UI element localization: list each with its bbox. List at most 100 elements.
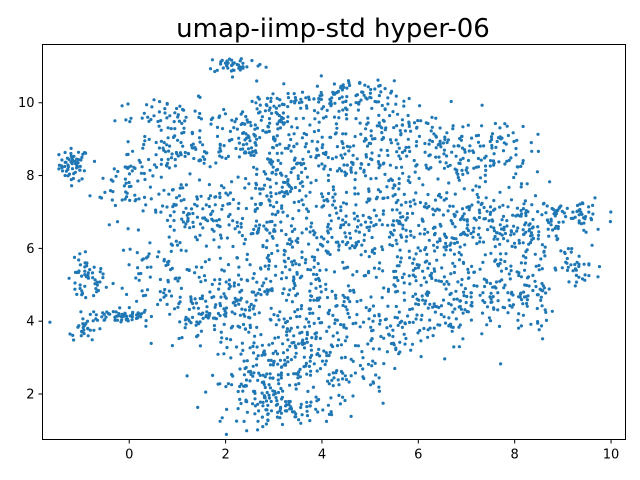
data-point — [461, 337, 465, 341]
data-point — [554, 211, 559, 216]
data-point — [537, 230, 541, 234]
data-point — [523, 261, 528, 265]
data-point — [276, 378, 280, 382]
data-point — [284, 174, 288, 178]
data-point — [167, 289, 171, 293]
data-point — [84, 321, 88, 325]
data-point — [374, 176, 378, 180]
data-point — [434, 155, 438, 159]
data-point — [252, 153, 256, 158]
data-point — [184, 322, 188, 326]
data-point — [79, 310, 83, 314]
data-point — [262, 224, 266, 228]
data-point — [339, 343, 343, 347]
data-point — [394, 238, 398, 242]
data-point — [311, 385, 315, 389]
data-point — [199, 329, 203, 333]
data-point — [251, 344, 255, 348]
data-point — [282, 287, 286, 291]
data-point — [348, 289, 352, 293]
data-point — [248, 379, 252, 383]
data-point — [386, 102, 390, 106]
data-point — [303, 261, 307, 265]
data-point — [65, 156, 69, 160]
data-point — [286, 360, 290, 364]
data-point — [509, 264, 513, 268]
data-point — [311, 311, 315, 315]
data-point — [115, 314, 119, 318]
data-point — [275, 151, 279, 155]
data-point — [123, 177, 127, 181]
data-point — [144, 256, 148, 260]
data-point — [177, 276, 181, 280]
data-point — [396, 112, 400, 116]
data-point — [357, 230, 361, 234]
data-point — [427, 167, 431, 171]
data-point — [335, 169, 339, 173]
data-point — [234, 146, 238, 151]
data-point — [283, 180, 287, 185]
data-point — [453, 192, 457, 196]
data-point — [517, 271, 521, 275]
data-point — [173, 164, 177, 168]
data-point — [293, 96, 297, 100]
data-point — [503, 283, 507, 287]
data-point — [305, 372, 309, 376]
data-point — [69, 146, 73, 150]
data-point — [406, 137, 410, 141]
data-point — [519, 324, 524, 328]
data-point — [189, 295, 193, 299]
data-point — [341, 201, 346, 205]
data-point — [439, 312, 443, 317]
data-point — [288, 344, 292, 348]
data-point — [98, 327, 102, 331]
data-point — [306, 267, 310, 272]
data-point — [175, 106, 179, 111]
data-point — [377, 389, 381, 393]
data-point — [230, 118, 234, 122]
data-point — [449, 303, 453, 307]
data-point — [414, 252, 418, 256]
data-point — [484, 168, 488, 172]
data-point — [335, 344, 340, 348]
data-point — [244, 151, 248, 155]
data-point — [304, 227, 308, 231]
data-point — [271, 165, 275, 169]
data-point — [289, 326, 293, 330]
data-point — [263, 183, 267, 187]
data-point — [344, 202, 349, 206]
data-point — [280, 395, 284, 399]
data-point — [217, 287, 221, 291]
data-point — [222, 144, 226, 148]
data-point — [462, 212, 466, 216]
data-point — [261, 187, 265, 191]
data-point — [276, 362, 280, 366]
data-point — [343, 152, 347, 156]
data-point — [351, 359, 355, 363]
data-point — [407, 274, 411, 278]
data-point — [316, 111, 320, 115]
data-point — [367, 187, 371, 191]
data-point — [400, 275, 404, 280]
data-point — [383, 128, 387, 132]
data-point — [533, 252, 537, 256]
data-point — [263, 109, 267, 113]
data-point — [258, 110, 262, 114]
data-point — [147, 157, 151, 162]
data-point — [354, 203, 358, 207]
data-point — [414, 191, 418, 195]
data-point — [408, 256, 412, 260]
data-point — [211, 209, 215, 213]
data-point — [353, 186, 357, 190]
data-point — [290, 167, 294, 171]
data-point — [369, 383, 373, 387]
data-point — [236, 206, 240, 211]
data-point — [192, 156, 196, 161]
data-point — [547, 234, 551, 238]
data-point — [345, 163, 349, 167]
data-point — [201, 207, 205, 211]
data-point — [240, 216, 245, 221]
data-point — [320, 162, 324, 166]
data-point — [379, 90, 383, 94]
data-point — [412, 121, 417, 125]
